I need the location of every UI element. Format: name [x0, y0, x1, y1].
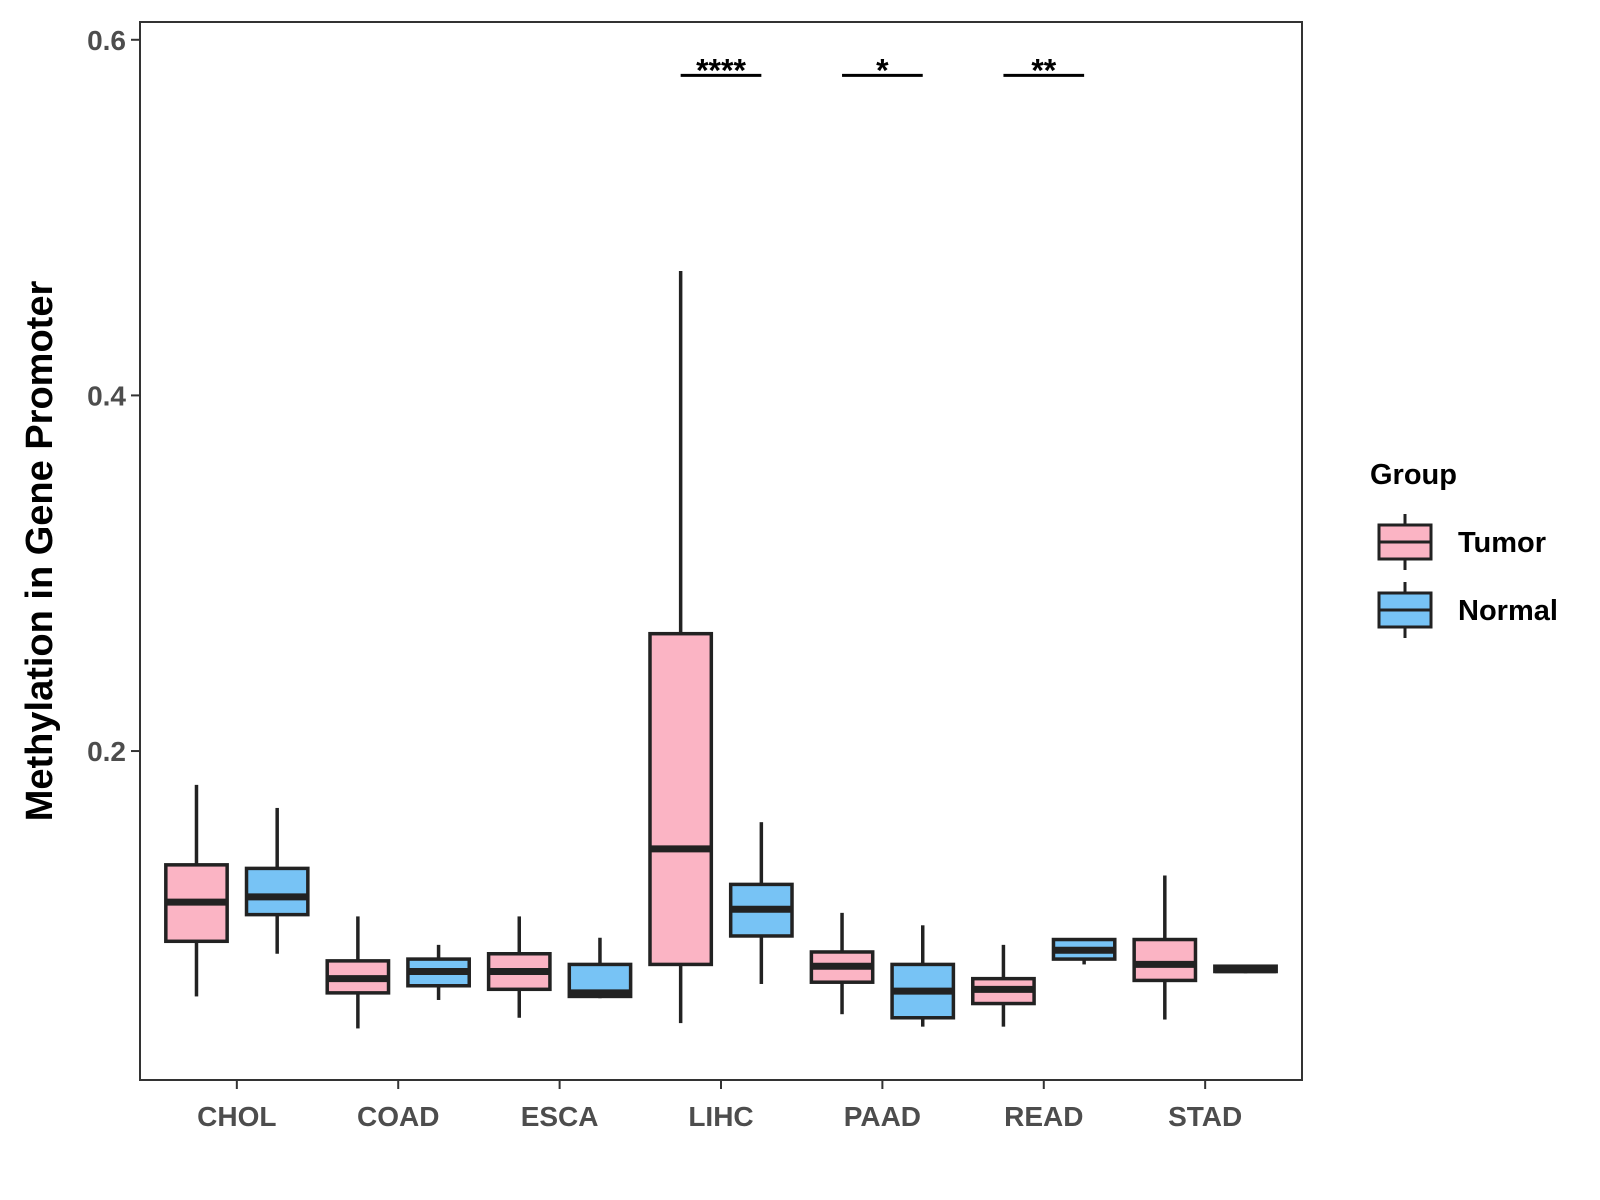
significance-paad: *: [842, 52, 923, 88]
x-tick-label: COAD: [357, 1101, 439, 1132]
box-iqr: [648, 631, 714, 967]
x-tick-label: CHOL: [197, 1101, 276, 1132]
y-tick-label: 0.2: [87, 736, 126, 767]
x-tick-label: READ: [1004, 1101, 1083, 1132]
legend: Group Tumor Normal: [1370, 459, 1558, 638]
box-tumor-stad: [1132, 875, 1198, 1020]
box-normal-paad: [890, 925, 956, 1027]
box-normal-chol: [244, 807, 310, 954]
box-tumor-lihc: [648, 270, 714, 1024]
box-tumor-paad: [809, 912, 875, 1015]
panel-border: [139, 21, 1303, 1081]
legend-label: Tumor: [1458, 527, 1546, 559]
legend-item-tumor: Tumor: [1377, 514, 1546, 570]
y-axis: 0.2 0.4 0.6: [87, 25, 140, 767]
significance-read: **: [1003, 52, 1085, 88]
significance-label: *: [876, 52, 889, 88]
plot-area: **** * ** 0.20.40.6 CHOL COAD ESCA LIHC PAAD RE…: [87, 21, 1303, 1132]
box-normal-esca: [567, 937, 633, 999]
y-tick-label: 0.4: [87, 380, 126, 411]
box-iqr: [1132, 937, 1198, 983]
box-normal-read: [1051, 937, 1117, 965]
x-axis: CHOL COAD ESCA LIHC PAAD READ STAD: [197, 1080, 1242, 1132]
box-tumor-read: [971, 944, 1036, 1027]
legend-item-normal: Normal: [1377, 582, 1558, 638]
box-tumor-esca: [486, 916, 552, 1018]
x-tick-label: ESCA: [521, 1101, 599, 1132]
significance-label: **: [1031, 52, 1056, 88]
y-axis-title: Methylation in Gene Promoter: [19, 281, 61, 822]
x-tick-label: STAD: [1168, 1101, 1242, 1132]
legend-label: Normal: [1458, 595, 1558, 627]
box-tumor-chol: [164, 784, 229, 997]
significance-lihc: ****: [680, 52, 762, 88]
x-tick-label: PAAD: [844, 1101, 921, 1132]
box-normal-coad: [406, 944, 471, 1000]
box-iqr: [244, 866, 310, 917]
legend-title: Group: [1370, 459, 1457, 491]
box-normal-stad: [1213, 964, 1278, 974]
box-tumor-coad: [325, 916, 391, 1029]
x-tick-label: LIHC: [688, 1101, 753, 1132]
significance-label: ****: [696, 52, 746, 88]
box-normal-lihc: [728, 822, 794, 984]
y-tick-label: 0.6: [87, 25, 126, 56]
